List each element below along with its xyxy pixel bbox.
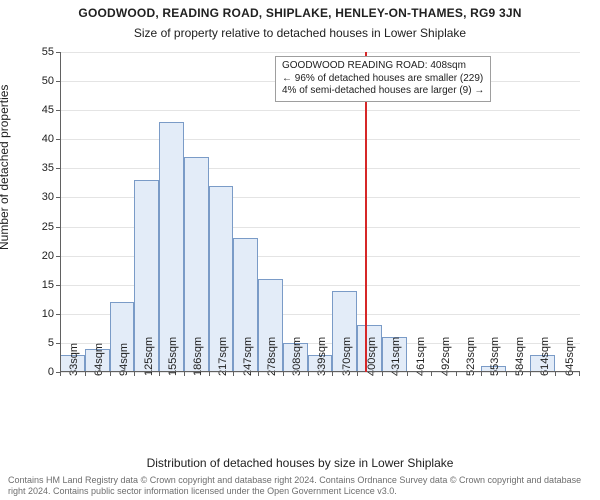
y-tick-label: 35	[42, 162, 54, 174]
x-axis-line	[60, 371, 580, 372]
y-axis-line	[60, 52, 61, 372]
y-axis-label: Number of detached properties	[0, 85, 11, 250]
y-tick-label: 25	[42, 221, 54, 233]
x-tick-mark	[506, 372, 507, 376]
y-tick-label: 55	[42, 46, 54, 58]
x-tick-mark	[530, 372, 531, 376]
gridline	[60, 52, 580, 53]
y-tick-label: 40	[42, 133, 54, 145]
x-tick-mark	[332, 372, 333, 376]
histogram-bar	[159, 122, 184, 372]
x-tick-mark	[481, 372, 482, 376]
y-tick-label: 20	[42, 250, 54, 262]
gridline	[60, 168, 580, 169]
x-tick-mark	[233, 372, 234, 376]
y-tick-label: 45	[42, 104, 54, 116]
x-tick-mark	[110, 372, 111, 376]
x-tick-mark	[407, 372, 408, 376]
x-tick-mark	[555, 372, 556, 376]
x-tick-mark	[357, 372, 358, 376]
callout-larger-line: 4% of semi-detached houses are larger (9…	[282, 85, 484, 98]
y-tick-label: 0	[48, 366, 54, 378]
x-tick-mark	[184, 372, 185, 376]
x-tick-mark	[579, 372, 580, 376]
figure-subtitle: Size of property relative to detached ho…	[0, 26, 600, 40]
callout-smaller-line: ← 96% of detached houses are smaller (22…	[282, 73, 484, 86]
y-tick-label: 15	[42, 279, 54, 291]
callout-title: GOODWOOD READING ROAD: 408sqm	[282, 60, 484, 73]
figure-container: GOODWOOD, READING ROAD, SHIPLAKE, HENLEY…	[0, 0, 600, 500]
x-tick-mark	[159, 372, 160, 376]
x-tick-mark	[382, 372, 383, 376]
x-tick-mark	[60, 372, 61, 376]
y-tick-label: 30	[42, 191, 54, 203]
y-tick-label: 10	[42, 308, 54, 320]
x-tick-mark	[258, 372, 259, 376]
x-tick-mark	[431, 372, 432, 376]
property-callout: GOODWOOD READING ROAD: 408sqm← 96% of de…	[275, 56, 491, 102]
x-tick-mark	[283, 372, 284, 376]
x-tick-mark	[308, 372, 309, 376]
x-tick-mark	[85, 372, 86, 376]
x-tick-mark	[134, 372, 135, 376]
footnote-attribution: Contains HM Land Registry data © Crown c…	[8, 475, 592, 496]
x-tick-mark	[209, 372, 210, 376]
x-axis-label: Distribution of detached houses by size …	[0, 456, 600, 470]
plot-area-outer: 051015202530354045505533sqm64sqm94sqm125…	[60, 52, 580, 422]
y-tick-label: 50	[42, 75, 54, 87]
figure-title-address: GOODWOOD, READING ROAD, SHIPLAKE, HENLEY…	[0, 6, 600, 20]
gridline	[60, 139, 580, 140]
plot-area: 051015202530354045505533sqm64sqm94sqm125…	[60, 52, 580, 372]
gridline	[60, 110, 580, 111]
x-tick-mark	[456, 372, 457, 376]
y-tick-label: 5	[48, 337, 54, 349]
